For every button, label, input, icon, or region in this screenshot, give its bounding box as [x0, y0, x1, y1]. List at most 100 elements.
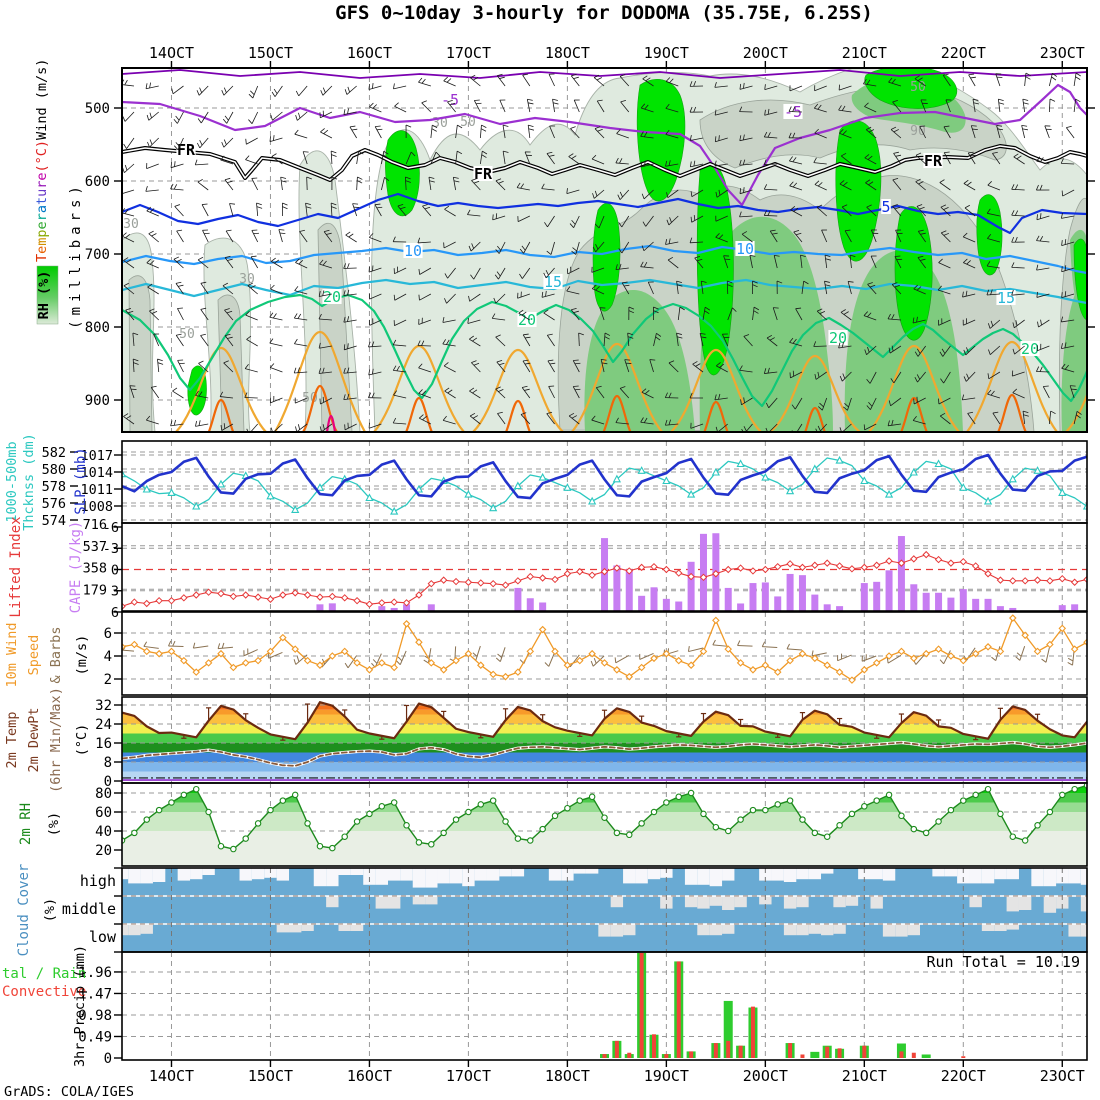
wind-barb	[593, 189, 605, 199]
freezing-level-core	[122, 145, 1087, 181]
wind-barb	[849, 255, 852, 269]
wind-barb	[789, 342, 803, 347]
wind-barb	[549, 154, 555, 157]
cloud-gap	[1080, 924, 1087, 937]
slp-thickness-panel	[122, 441, 1087, 523]
wind10m-marker	[798, 649, 807, 658]
temp-line	[122, 701, 1087, 741]
wind-barb	[197, 259, 209, 269]
wind-barb	[967, 411, 974, 414]
wind-barb	[644, 104, 649, 110]
wind-barb	[469, 293, 481, 302]
wind-barb	[499, 76, 505, 79]
wind-barb	[397, 205, 407, 217]
wind-barb	[374, 203, 381, 206]
wind-barb	[481, 124, 487, 128]
wind-barb	[642, 75, 648, 80]
wind10m-marker	[959, 656, 968, 665]
wind-barb	[963, 319, 976, 326]
wind-barb	[418, 389, 423, 394]
wind-barb	[1060, 316, 1064, 323]
wind-barb	[396, 365, 400, 372]
wind-barb	[174, 204, 181, 207]
cape-bar	[514, 587, 522, 611]
wind-barb	[1036, 184, 1039, 191]
rh2m-marker	[898, 812, 905, 820]
wind-barb	[591, 158, 605, 165]
wind-barb	[297, 111, 308, 121]
wind-barb	[520, 412, 527, 415]
wind-barb	[893, 129, 899, 133]
wind-barb	[914, 78, 926, 87]
wind-barb	[331, 176, 338, 180]
wind-barb	[357, 176, 363, 180]
wind-barb	[938, 397, 951, 405]
wind-barb	[814, 132, 827, 139]
wind-barb	[570, 75, 580, 87]
wind-barb	[619, 158, 623, 164]
rh2m-marker	[947, 806, 955, 814]
wind-barb	[346, 393, 350, 400]
wind-barb	[789, 160, 803, 165]
li-marker	[600, 567, 609, 576]
li-marker	[1033, 576, 1042, 584]
thickness-marker	[414, 484, 424, 493]
wind-barb	[146, 210, 159, 217]
thickness-marker	[686, 489, 696, 498]
wind-barb	[382, 154, 388, 159]
wind-barb	[841, 204, 848, 208]
wind-barb	[174, 161, 176, 167]
wind-barb	[572, 247, 578, 252]
cloud-gap	[350, 924, 364, 931]
wind-barb	[918, 229, 924, 232]
cloud-axis-title: (%)	[42, 898, 58, 922]
rain-legend-label: tal / Rain	[2, 966, 86, 982]
wind-barb	[295, 397, 308, 404]
wind-barb	[865, 129, 877, 139]
wind-barb	[320, 90, 324, 96]
wind-barb	[127, 310, 134, 314]
wind-barb	[356, 176, 358, 191]
convective-legend-label: Convective	[2, 984, 86, 1000]
wind-barb	[622, 281, 628, 284]
grads-credit: GrADS: COLA/IGES	[4, 1084, 134, 1100]
li-marker	[217, 589, 225, 598]
wind-barb	[222, 285, 234, 295]
top-axis-day-label: 21OCT	[842, 44, 887, 62]
wind-barb	[573, 310, 579, 314]
wind10m-marker	[501, 672, 510, 681]
wind-barb	[839, 132, 852, 139]
wind-barb	[814, 107, 827, 113]
wind-barb	[939, 182, 951, 191]
wind-barb	[962, 397, 976, 401]
wind-barb	[149, 112, 152, 119]
wind-barb	[394, 293, 407, 301]
wind-barb	[224, 257, 234, 269]
wind10m-axis-title: (m/s)	[74, 635, 90, 676]
wind-barb	[126, 415, 132, 419]
wind-barb	[149, 260, 155, 265]
wind-barb	[526, 99, 531, 113]
wind-barb	[578, 332, 584, 336]
cape-bar	[390, 607, 398, 611]
wind-barb	[940, 378, 944, 384]
wind10m-marker	[551, 647, 559, 656]
wind-barb	[668, 238, 671, 244]
wind-barb	[739, 85, 753, 90]
thickness-marker	[315, 483, 325, 491]
rh2m-marker	[242, 835, 249, 842]
bottom-axis-day-label: 15OCT	[248, 1067, 293, 1085]
wind-barb	[1076, 414, 1081, 419]
wind-barb	[912, 319, 926, 324]
wind-barb	[963, 376, 967, 382]
wind-barb	[293, 313, 298, 319]
wind-barb	[404, 176, 407, 191]
wind-barb	[841, 105, 846, 111]
wind-barb	[447, 101, 456, 113]
upper-wind-barbs	[122, 72, 1082, 432]
wind-barb	[541, 291, 544, 298]
wind-barb	[280, 176, 287, 179]
wind-barb	[861, 655, 877, 662]
wind-barb	[348, 233, 354, 238]
li-marker	[934, 555, 943, 564]
